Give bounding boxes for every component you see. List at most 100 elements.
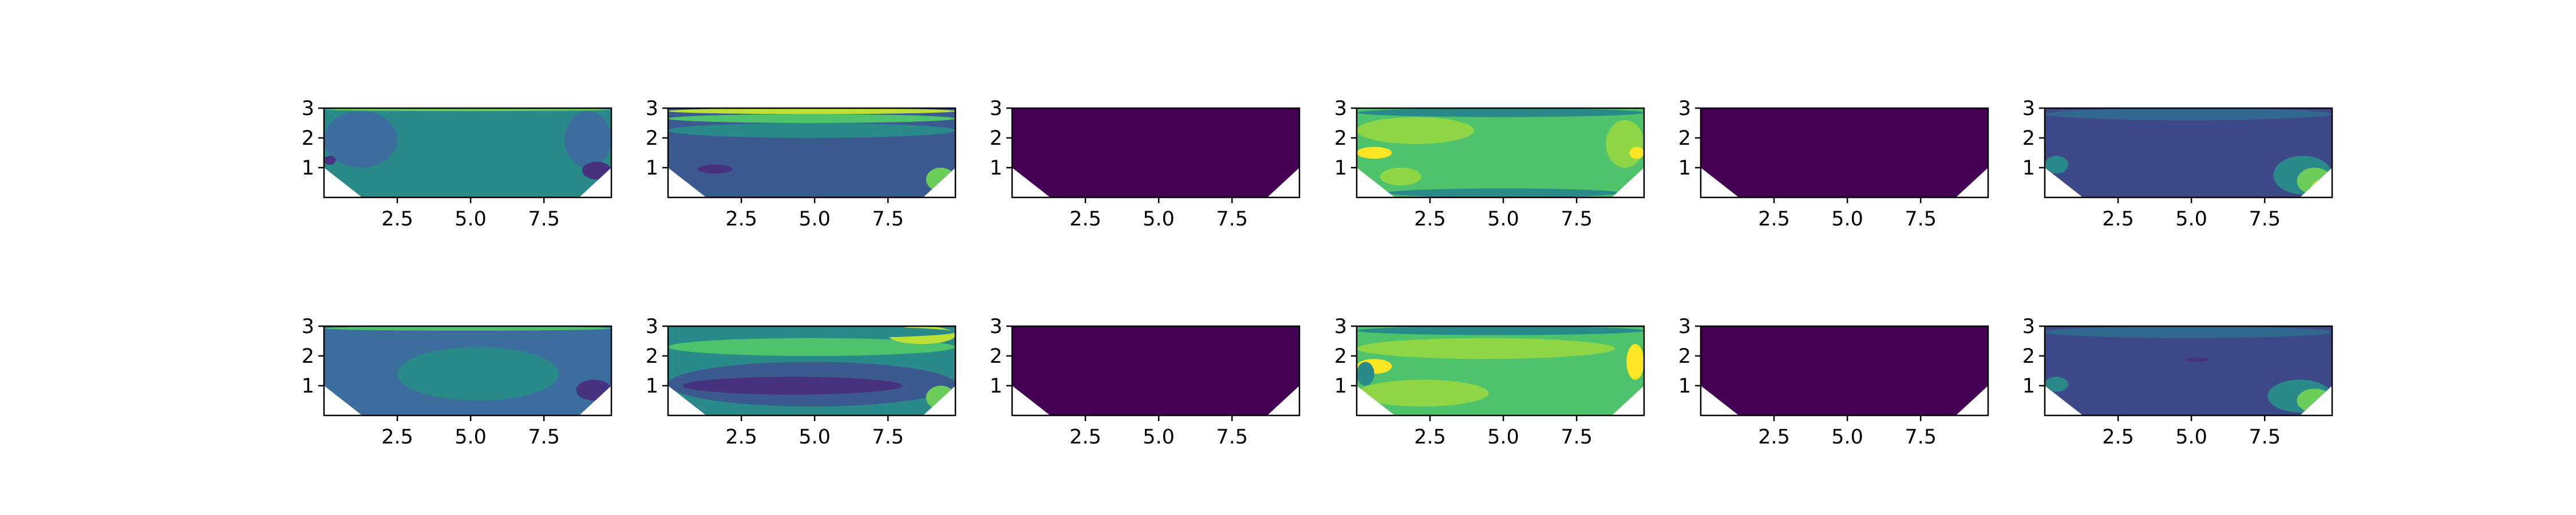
subplot-1: 2.5 5.0 7.5 1 2 3	[646, 97, 957, 231]
x-tick-label: 2.5	[2102, 208, 2134, 231]
contour-region-low	[564, 111, 611, 168]
y-tick-label: 1	[646, 375, 658, 398]
y-tick-label: 2	[990, 345, 1002, 368]
subplot-0: 2.5 5.0 7.5 1 2 3	[302, 97, 613, 231]
contour-region-max	[1629, 146, 1644, 159]
subplot-10: 2.5 5.0 7.5 1 2 3	[1678, 315, 1989, 449]
x-tick-label: 2.5	[725, 208, 757, 231]
x-tick-label: 5.0	[2175, 426, 2207, 449]
axes-frame	[2044, 325, 2333, 417]
contour-region-very-low	[582, 161, 611, 180]
x-tick-label: 7.5	[1905, 426, 1937, 449]
x-tick-label: 7.5	[1560, 208, 1593, 231]
y-tick-label: 3	[1334, 315, 1347, 338]
x-tick-label: 7.5	[1560, 426, 1593, 449]
contour-region-high	[324, 108, 611, 112]
contour-region-very-low	[324, 156, 336, 165]
contour-field	[324, 326, 611, 415]
x-tick-label: 7.5	[872, 426, 904, 449]
contour-field	[1357, 326, 1644, 415]
contour-region-max	[1626, 344, 1644, 380]
y-tick-label: 2	[2022, 127, 2035, 150]
contour-region-mid	[668, 326, 955, 338]
y-tick-label: 3	[1334, 97, 1347, 120]
x-tick-label: 7.5	[1216, 426, 1248, 449]
contour-region-mid	[1357, 362, 1374, 386]
y-tick-label: 2	[1678, 345, 1691, 368]
y-tick-label: 1	[990, 157, 1002, 180]
x-tick-label: 2.5	[1414, 426, 1446, 449]
x-tick-label: 7.5	[2249, 426, 2281, 449]
contour-region-high	[2297, 168, 2332, 195]
axes-frame	[667, 107, 957, 199]
contour-region-very-low	[576, 379, 611, 401]
y-tick-label: 2	[1678, 127, 1691, 150]
x-tick-label: 2.5	[2102, 426, 2134, 449]
contour-field	[1701, 108, 1988, 197]
x-tick-label: 7.5	[528, 208, 560, 231]
contour-region-very-low	[682, 377, 903, 395]
y-tick-label: 1	[1678, 157, 1691, 180]
y-tick-label: 3	[1678, 315, 1691, 338]
axes-frame	[1700, 325, 1989, 417]
contour-field	[2045, 108, 2332, 197]
contour-region-mid	[2045, 377, 2068, 392]
contour-field	[2045, 326, 2332, 415]
x-tick-label: 2.5	[381, 208, 413, 231]
contour-field	[324, 108, 611, 197]
y-tick-label: 3	[2022, 315, 2035, 338]
x-tick-label: 2.5	[1069, 208, 1101, 231]
y-tick-label: 3	[646, 97, 658, 120]
contour-field	[1701, 326, 1988, 415]
contour-field	[1012, 326, 1299, 415]
x-tick-label: 5.0	[1831, 426, 1863, 449]
x-tick-label: 2.5	[381, 426, 413, 449]
contour-field	[1012, 108, 1299, 197]
axes-frame	[323, 107, 613, 199]
x-tick-label: 5.0	[1831, 208, 1863, 231]
contour-field	[1357, 108, 1644, 197]
contour-region-high	[926, 168, 955, 192]
y-tick-label: 1	[1334, 157, 1347, 180]
contour-region-mid	[2045, 156, 2068, 174]
axes-frame	[1011, 107, 1301, 199]
contour-region-mid	[382, 120, 574, 183]
contour-region-high	[1606, 120, 1644, 168]
contour-region-low	[2045, 326, 2332, 338]
y-tick-label: 2	[1334, 345, 1347, 368]
contour-region-low	[2045, 108, 2332, 120]
contour-region-max	[2312, 401, 2332, 413]
x-tick-label: 5.0	[799, 426, 831, 449]
x-tick-label: 2.5	[1758, 426, 1790, 449]
subplot-3: 2.5 5.0 7.5 1 2 3	[1334, 97, 1645, 231]
axes-frame	[1700, 107, 1989, 199]
x-tick-label: 5.0	[1487, 426, 1519, 449]
x-tick-label: 7.5	[872, 208, 904, 231]
y-tick-label: 1	[302, 157, 314, 180]
axes-frame	[667, 325, 957, 417]
y-tick-label: 2	[2022, 345, 2035, 368]
y-tick-label: 3	[302, 315, 314, 338]
contour-region-mid	[1357, 326, 1644, 335]
subplot-11: 2.5 5.0 7.5 1 2 3	[2022, 315, 2333, 449]
x-tick-label: 5.0	[455, 208, 487, 231]
y-tick-label: 1	[1678, 375, 1691, 398]
contour-region-high	[668, 338, 955, 356]
subplot-7: 2.5 5.0 7.5 1 2 3	[646, 315, 957, 449]
contour-region-low	[668, 138, 955, 197]
x-tick-label: 7.5	[1905, 208, 1937, 231]
y-tick-label: 1	[990, 375, 1002, 398]
contour-region-high	[1357, 338, 1615, 359]
x-tick-label: 2.5	[1758, 208, 1790, 231]
subplot-5: 2.5 5.0 7.5 1 2 3	[2022, 97, 2333, 231]
axes-frame	[1011, 325, 1301, 417]
x-tick-label: 5.0	[2175, 208, 2207, 231]
contour-field	[668, 108, 955, 197]
y-tick-label: 2	[302, 127, 314, 150]
x-tick-label: 5.0	[799, 208, 831, 231]
x-tick-label: 2.5	[1069, 426, 1101, 449]
x-tick-label: 5.0	[1487, 208, 1519, 231]
contour-region-very-low	[697, 164, 733, 174]
y-tick-label: 2	[302, 345, 314, 368]
